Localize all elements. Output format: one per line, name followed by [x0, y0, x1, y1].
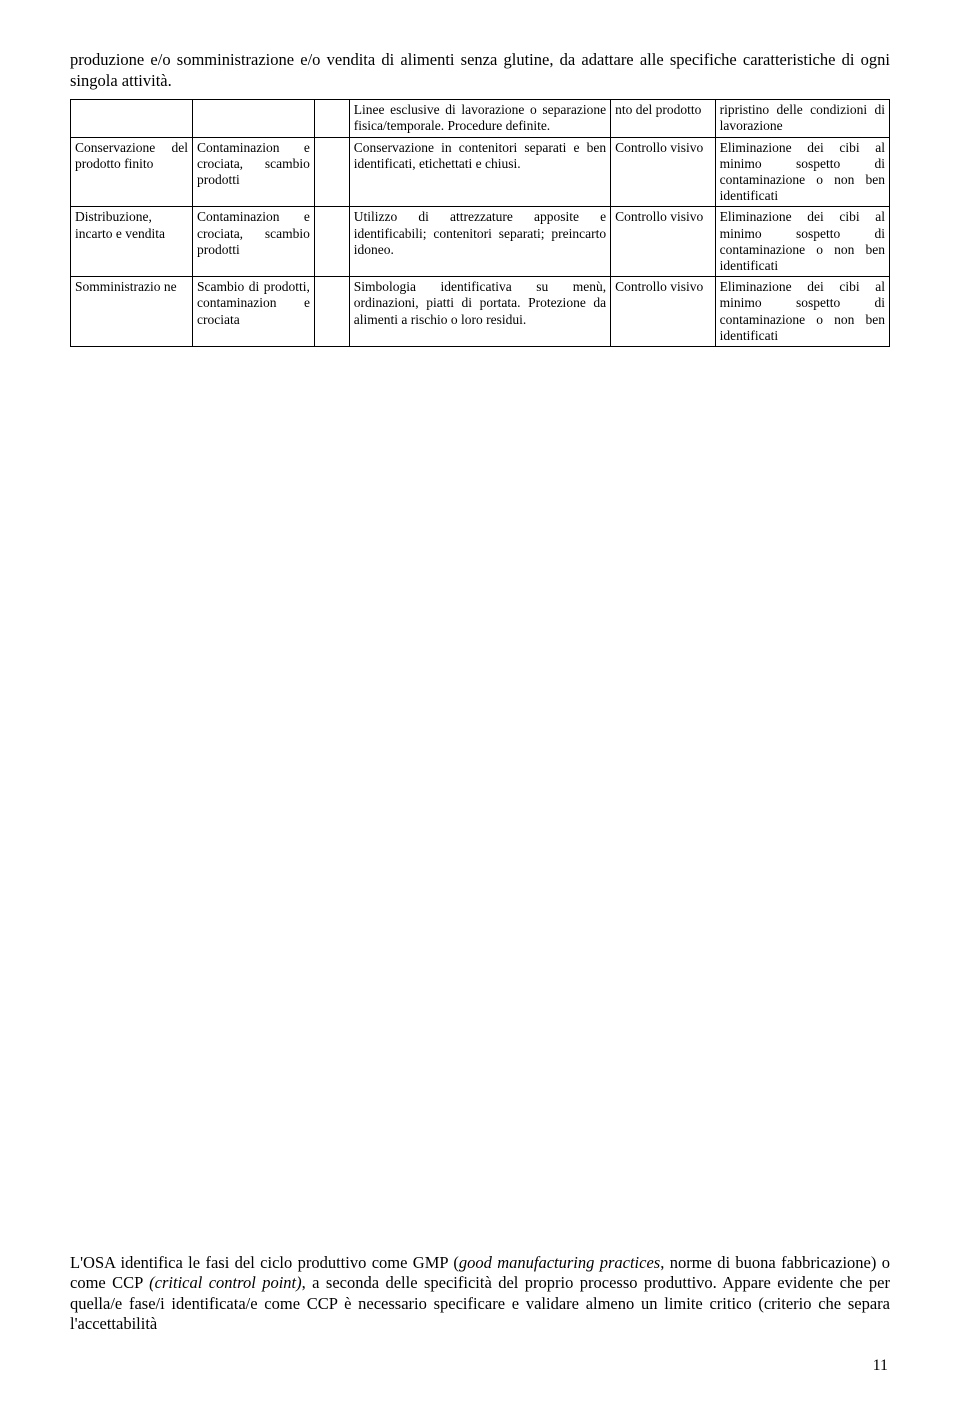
cell	[314, 137, 349, 207]
cell: Controllo visivo	[611, 277, 716, 347]
cell: Contaminazion e crociata, scambio prodot…	[192, 207, 314, 277]
cell: Scambio di prodotti, contaminazion e cro…	[192, 277, 314, 347]
italic-text: good manufacturing practices	[459, 1253, 660, 1272]
cell: Controllo visivo	[611, 207, 716, 277]
cell: Contaminazion e crociata, scambio prodot…	[192, 137, 314, 207]
cell: Somministrazio ne	[71, 277, 193, 347]
bottom-paragraph: L'OSA identifica le fasi del ciclo produ…	[70, 1253, 890, 1336]
cell	[71, 100, 193, 137]
page-number: 11	[873, 1357, 888, 1375]
cell: Controllo visivo	[611, 137, 716, 207]
cell: Linee esclusive di lavorazione o separaz…	[349, 100, 610, 137]
table-row: Distribuzione, incarto e vendita Contami…	[71, 207, 890, 277]
table-row: Linee esclusive di lavorazione o separaz…	[71, 100, 890, 137]
cell: Eliminazione dei cibi al minimo sospetto…	[715, 137, 889, 207]
cell	[314, 207, 349, 277]
cell: nto del prodotto	[611, 100, 716, 137]
cell	[314, 100, 349, 137]
haccp-table: Linee esclusive di lavorazione o separaz…	[70, 99, 890, 347]
italic-text: (critical control point)	[149, 1273, 301, 1292]
cell: Utilizzo di attrezzature apposite e iden…	[349, 207, 610, 277]
cell: ripristino delle condizioni di lavorazio…	[715, 100, 889, 137]
table-row: Somministrazio ne Scambio di prodotti, c…	[71, 277, 890, 347]
cell	[192, 100, 314, 137]
cell: Simbologia identificativa su menù, ordin…	[349, 277, 610, 347]
cell: Conservazione del prodotto finito	[71, 137, 193, 207]
cell: Eliminazione dei cibi al minimo sospetto…	[715, 277, 889, 347]
cell	[314, 277, 349, 347]
text-run: L'OSA identifica le fasi del ciclo produ…	[70, 1253, 459, 1272]
intro-text: produzione e/o somministrazione e/o vend…	[70, 50, 890, 91]
cell: Eliminazione dei cibi al minimo sospetto…	[715, 207, 889, 277]
cell: Conservazione in contenitori separati e …	[349, 137, 610, 207]
cell: Distribuzione, incarto e vendita	[71, 207, 193, 277]
table-row: Conservazione del prodotto finito Contam…	[71, 137, 890, 207]
